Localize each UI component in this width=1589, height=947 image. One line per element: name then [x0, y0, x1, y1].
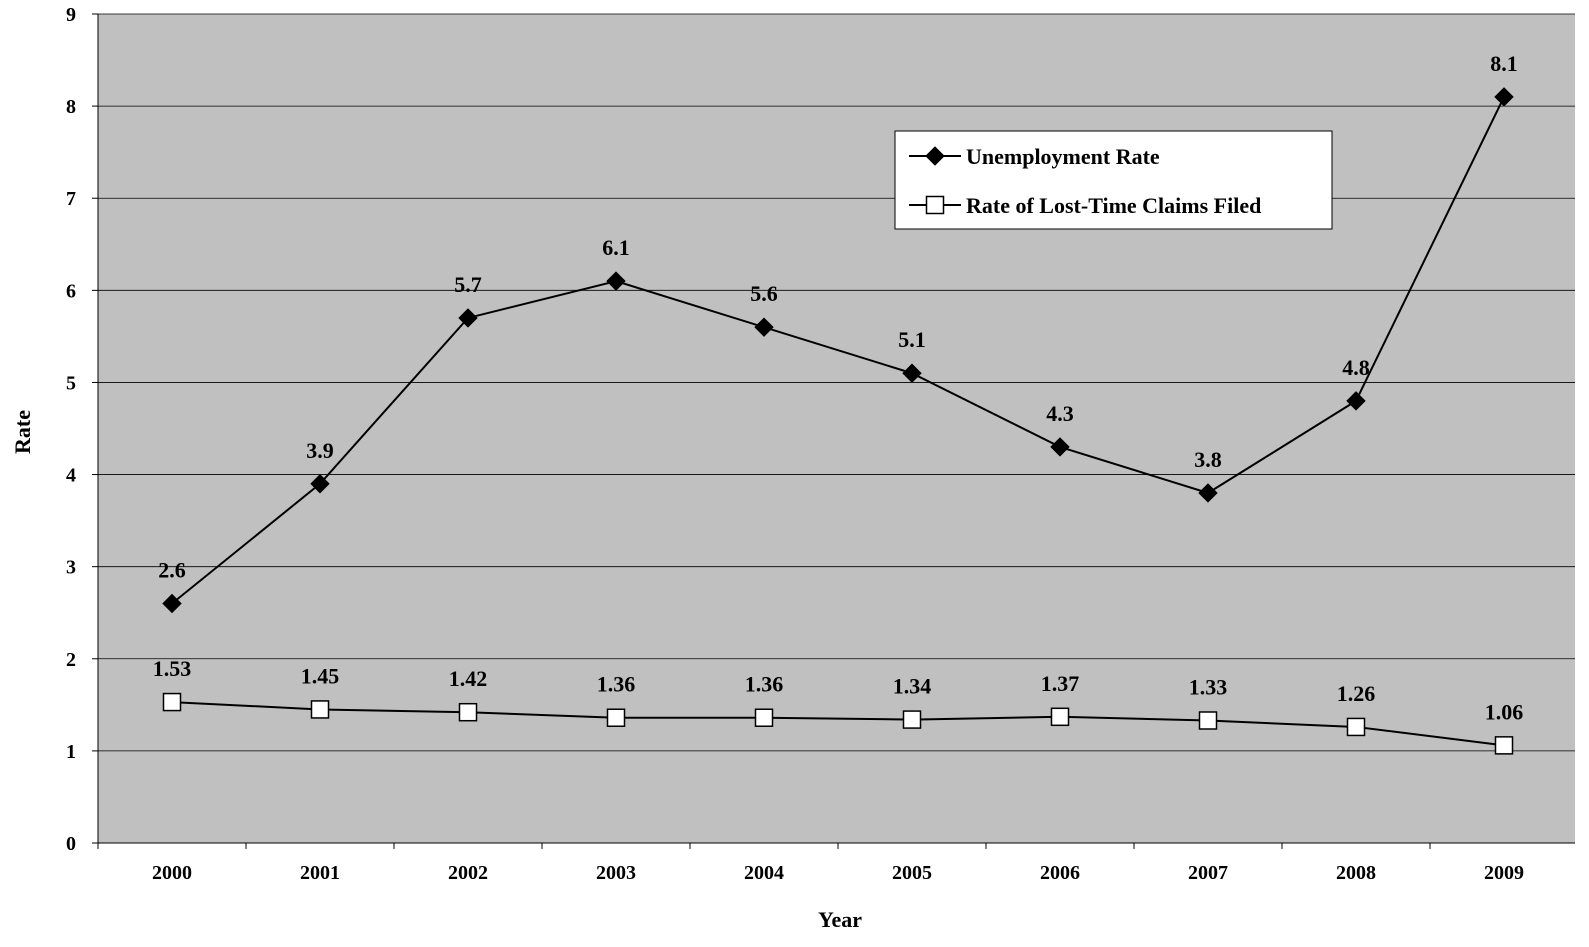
- legend-entry: Unemployment Rate: [909, 144, 1160, 169]
- series-lost-time-claims-rate: [162, 692, 1514, 755]
- y-tick-label: 0: [66, 833, 76, 855]
- x-tick-label: 2009: [1484, 862, 1524, 884]
- legend-box: [894, 130, 1333, 230]
- diamond-marker: [310, 474, 330, 494]
- x-axis-title: Year: [818, 907, 862, 932]
- y-tick-label: 4: [66, 465, 76, 487]
- data-label: 1.06: [1485, 699, 1524, 724]
- diamond-marker: [754, 317, 774, 337]
- y-axis-title: Rate: [10, 410, 35, 454]
- series-line: [171, 96, 1505, 605]
- data-label: 1.45: [301, 663, 340, 688]
- square-marker: [310, 700, 330, 719]
- x-tick-label: 2002: [448, 862, 488, 884]
- axes: 0 1 2 3 4 5 6 7 8 9 2000 2001 2002 2003 2004 2005 2006 20…: [66, 4, 1575, 884]
- y-tick-label: 8: [66, 96, 76, 118]
- data-label: 5.7: [454, 272, 482, 297]
- data-label: 5.6: [750, 281, 778, 306]
- square-marker: [1494, 736, 1514, 755]
- y-tick-label: 7: [66, 188, 76, 210]
- legend-label: Unemployment Rate: [966, 144, 1160, 169]
- square-marker: [754, 708, 774, 727]
- data-label: 3.8: [1194, 447, 1222, 472]
- data-label: 1.36: [597, 672, 636, 697]
- diamond-marker: [1494, 87, 1514, 107]
- data-label: 3.9: [306, 438, 334, 463]
- data-label: 4.3: [1046, 401, 1074, 426]
- x-tick-label: 2007: [1188, 862, 1228, 884]
- square-marker: [458, 702, 478, 722]
- x-tick-label: 2003: [596, 862, 636, 884]
- data-label: 1.53: [153, 656, 192, 681]
- diamond-marker: [925, 146, 945, 166]
- x-tick-label: 2001: [300, 862, 340, 884]
- data-label: 4.8: [1342, 355, 1370, 380]
- square-marker: [1050, 707, 1070, 727]
- data-label: 6.1: [602, 235, 630, 260]
- diamond-marker: [1346, 391, 1366, 411]
- diamond-marker: [1050, 437, 1070, 457]
- square-marker: [162, 692, 182, 712]
- y-tick-label: 1: [66, 741, 76, 763]
- data-label: 1.36: [745, 672, 784, 697]
- square-marker: [1346, 717, 1366, 737]
- square-marker: [925, 195, 945, 215]
- data-label: 1.33: [1189, 674, 1228, 699]
- diamond-marker: [162, 593, 182, 614]
- legend-entry: Rate of Lost-Time Claims Filed: [909, 193, 1261, 218]
- y-tick-label: 3: [66, 557, 76, 579]
- diamond-marker: [902, 363, 922, 383]
- x-tick-label: 2000: [152, 862, 192, 884]
- data-label: 1.26: [1337, 681, 1376, 706]
- y-tick-label: 2: [66, 649, 76, 671]
- legend: Unemployment Rate Rate of Lost-Time Claim…: [894, 130, 1333, 230]
- y-tick-label: 9: [66, 4, 76, 26]
- x-tick-label: 2005: [892, 862, 932, 884]
- square-marker: [902, 710, 922, 729]
- data-label: 8.1: [1490, 51, 1518, 76]
- x-tick-label: 2004: [744, 862, 784, 884]
- diamond-marker: [1198, 483, 1218, 503]
- legend-label: Rate of Lost-Time Claims Filed: [966, 193, 1261, 218]
- legend-entries: Unemployment Rate Rate of Lost-Time Claim…: [909, 144, 1261, 218]
- data-label: 2.6: [158, 558, 186, 583]
- square-marker: [606, 708, 626, 727]
- series: [162, 87, 1514, 755]
- x-tick-label: 2006: [1040, 862, 1080, 884]
- data-label: 1.34: [893, 674, 932, 699]
- y-tick-label: 5: [66, 372, 76, 394]
- square-marker: [1198, 711, 1218, 730]
- data-label: 1.37: [1041, 671, 1080, 696]
- x-tick-label: 2008: [1336, 862, 1376, 884]
- data-label: 1.42: [449, 666, 488, 691]
- data-label: 5.1: [898, 327, 926, 352]
- y-tick-label: 6: [66, 280, 76, 302]
- data-labels: 2.6 3.9 5.7 6.1 5.6 5.1 4.3 3.8 4.8 8.1 1.53 1.45 1.…: [153, 51, 1524, 724]
- series-unemployment-rate: [162, 87, 1514, 614]
- series-line: [171, 701, 1505, 747]
- diamond-marker: [458, 308, 478, 328]
- diamond-marker: [606, 271, 626, 291]
